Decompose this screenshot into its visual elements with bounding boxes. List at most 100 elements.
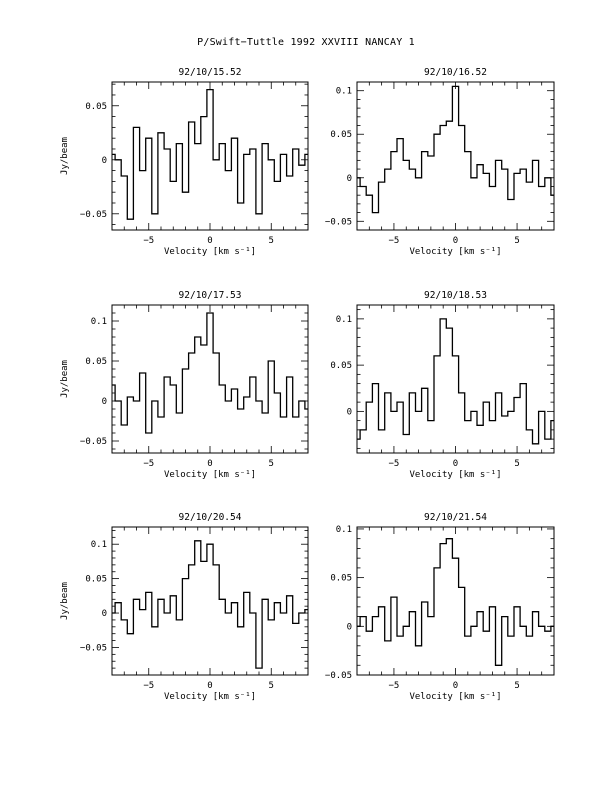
panel-2-point bbox=[461, 125, 462, 126]
panel-4-point bbox=[541, 411, 542, 412]
panel-5-point bbox=[209, 544, 210, 545]
panel-5-point bbox=[160, 599, 161, 600]
panel-2-point bbox=[480, 164, 481, 165]
panel-3-point bbox=[148, 432, 149, 433]
panel-1-ylabel: Jy/beam bbox=[60, 137, 70, 175]
panel-6-point bbox=[492, 606, 493, 607]
panel-3-ytick-label: −0.05 bbox=[80, 437, 107, 447]
panel-6-point bbox=[436, 567, 437, 568]
panel-5-point bbox=[173, 595, 174, 596]
panel-2: 92/10/16.52 −5 0 5 −0.05 0 0.05 0.1 Velocity [km… bbox=[325, 67, 555, 257]
panel-4-title: 92/10/18.53 bbox=[424, 290, 487, 301]
panel-4-point bbox=[492, 420, 493, 421]
panel-1-point bbox=[228, 170, 229, 171]
panel-2-point bbox=[424, 151, 425, 152]
panel-4-point bbox=[418, 411, 419, 412]
panel-6-point bbox=[486, 631, 487, 632]
panel-5-point bbox=[191, 564, 192, 565]
panel-1-point bbox=[277, 181, 278, 182]
panel-4-ytick-label: 0.1 bbox=[336, 315, 352, 325]
panel-5-point bbox=[307, 609, 308, 610]
panel-4-xlabel: Velocity [km s⁻¹] bbox=[409, 470, 501, 480]
panel-2-point bbox=[541, 186, 542, 187]
panel-2-point bbox=[412, 169, 413, 170]
panel-1-xtick-label: 0 bbox=[207, 236, 212, 246]
panel-2-point bbox=[356, 177, 357, 178]
panel-5: 92/10/20.54 −5 0 5 −0.05 0 0.05 0.1 Velocity [km… bbox=[60, 512, 309, 702]
panel-1-point bbox=[209, 89, 210, 90]
panel-3-point bbox=[295, 416, 296, 417]
panel-4-point bbox=[424, 388, 425, 389]
panel-4-point bbox=[356, 439, 357, 440]
panel-3-xtick-label: 0 bbox=[207, 459, 212, 469]
panel-4-point bbox=[473, 411, 474, 412]
panel-2-frame bbox=[356, 81, 555, 231]
panel-1-point bbox=[118, 159, 119, 160]
panel-5-point bbox=[295, 623, 296, 624]
panel-5-title: 92/10/20.54 bbox=[179, 512, 242, 523]
panel-3-point bbox=[191, 352, 192, 353]
panel-1-point bbox=[246, 154, 247, 155]
panel-2-point bbox=[517, 173, 518, 174]
panel-4-point bbox=[436, 355, 437, 356]
panel-1-point bbox=[179, 143, 180, 144]
panel-5-point bbox=[240, 626, 241, 627]
panel-1-point bbox=[271, 159, 272, 160]
panel-4-point bbox=[504, 415, 505, 416]
panel-1-point bbox=[130, 219, 131, 220]
panel-6-ytick-label: 0.05 bbox=[330, 574, 352, 584]
panel-1-point bbox=[216, 159, 217, 160]
panel-4-point bbox=[486, 402, 487, 403]
panel-5-xlabel: Velocity [km s⁻¹] bbox=[164, 692, 256, 702]
panel-3-point bbox=[124, 424, 125, 425]
panel-4-ytick-label: 0 bbox=[347, 407, 352, 417]
panel-4-series-line bbox=[357, 318, 554, 445]
panel-5-ytick-label: −0.05 bbox=[80, 643, 107, 653]
panel-1-xtick-label: −5 bbox=[143, 236, 154, 246]
panel-2-ytick-label: 0 bbox=[347, 174, 352, 184]
panel-2-point bbox=[430, 155, 431, 156]
panel-1-frame bbox=[111, 81, 309, 231]
panel-4-point bbox=[517, 397, 518, 398]
panel-1-xlabel: Velocity [km s⁻¹] bbox=[164, 247, 256, 257]
panel-5-point bbox=[130, 633, 131, 634]
panel-4-point bbox=[529, 429, 530, 430]
panel-6-point bbox=[406, 626, 407, 627]
panel-1-point bbox=[173, 181, 174, 182]
panel-6-point bbox=[400, 636, 401, 637]
panel-1-series-line bbox=[112, 88, 308, 220]
panel-3-point bbox=[197, 336, 198, 337]
panel-5-xtick-label: 0 bbox=[207, 681, 212, 691]
panel-2-point bbox=[369, 195, 370, 196]
panel-1-point bbox=[283, 154, 284, 155]
panel-6-point bbox=[449, 538, 450, 539]
panel-2-point bbox=[529, 182, 530, 183]
panel-6-point bbox=[443, 543, 444, 544]
panel-3-xtick-label: −5 bbox=[143, 459, 154, 469]
panel-4-point bbox=[393, 411, 394, 412]
panel-3-point bbox=[216, 352, 217, 353]
panel-1-point bbox=[234, 138, 235, 139]
panel-1-point bbox=[295, 148, 296, 149]
panel-5-point bbox=[222, 599, 223, 600]
panel-2-point bbox=[535, 160, 536, 161]
panel-3-point bbox=[142, 372, 143, 373]
panel-4-point bbox=[363, 429, 364, 430]
panel-1-point bbox=[136, 127, 137, 128]
panel-1-point bbox=[301, 165, 302, 166]
panel-1-point bbox=[197, 143, 198, 144]
panel-6-point bbox=[498, 665, 499, 666]
panel-2-point bbox=[510, 199, 511, 200]
panel-4-xtick-label: 5 bbox=[514, 459, 519, 469]
panel-4-point bbox=[449, 328, 450, 329]
panel-3-frame bbox=[111, 304, 309, 454]
panel-5-point bbox=[234, 602, 235, 603]
panel-1-ytick-label: −0.05 bbox=[80, 210, 107, 220]
panel-5-point bbox=[246, 592, 247, 593]
panel-3-point bbox=[289, 376, 290, 377]
panel-4-point bbox=[455, 355, 456, 356]
panel-6-point bbox=[535, 611, 536, 612]
panel-2-xtick-label: 0 bbox=[453, 236, 458, 246]
panel-6-point bbox=[553, 626, 554, 627]
panel-1-point bbox=[258, 213, 259, 214]
